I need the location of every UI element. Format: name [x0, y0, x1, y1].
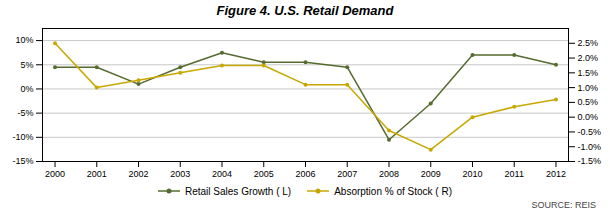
svg-text:2011: 2011	[505, 169, 524, 179]
svg-text:10%: 10%	[15, 35, 33, 45]
svg-text:0.0%: 0.0%	[578, 112, 599, 122]
svg-text:0%: 0%	[20, 84, 33, 94]
svg-text:2010: 2010	[462, 169, 482, 179]
svg-text:2005: 2005	[254, 169, 274, 179]
svg-text:-15%: -15%	[12, 156, 33, 166]
svg-text:-1.5%: -1.5%	[578, 156, 602, 166]
svg-text:2000: 2000	[45, 169, 65, 179]
svg-text:0.5%: 0.5%	[578, 97, 599, 107]
svg-text:2006: 2006	[295, 169, 315, 179]
html-text:Retail Sales Growth ( L): Retail Sales Growth ( L)	[185, 185, 292, 197]
svg-text:2.0%: 2.0%	[578, 53, 599, 63]
html-text:Figure 4. U.S. Retail Demand: Figure 4. U.S. Retail Demand	[216, 3, 394, 18]
svg-text:-10%: -10%	[12, 132, 33, 142]
svg-text:2012: 2012	[546, 169, 566, 179]
svg-text:-1.0%: -1.0%	[578, 142, 602, 152]
svg-text:2004: 2004	[212, 169, 232, 179]
html-text:Absorption % of Stock ( R): Absorption % of Stock ( R)	[334, 185, 452, 197]
svg-text:2007: 2007	[337, 169, 357, 179]
svg-text:2009: 2009	[421, 169, 441, 179]
svg-text:5%: 5%	[20, 60, 33, 70]
svg-text:1.5%: 1.5%	[578, 68, 599, 78]
svg-text:2002: 2002	[129, 169, 149, 179]
svg-text:2003: 2003	[170, 169, 190, 179]
svg-text:2.5%: 2.5%	[578, 38, 599, 48]
svg-text:2001: 2001	[87, 169, 107, 179]
svg-text:-0.5%: -0.5%	[578, 127, 602, 137]
svg-text:-5%: -5%	[17, 108, 33, 118]
svg-text:1.0%: 1.0%	[578, 82, 599, 92]
svg-text:2008: 2008	[379, 169, 399, 179]
html-text:SOURCE: REIS: SOURCE: REIS	[531, 200, 596, 210]
